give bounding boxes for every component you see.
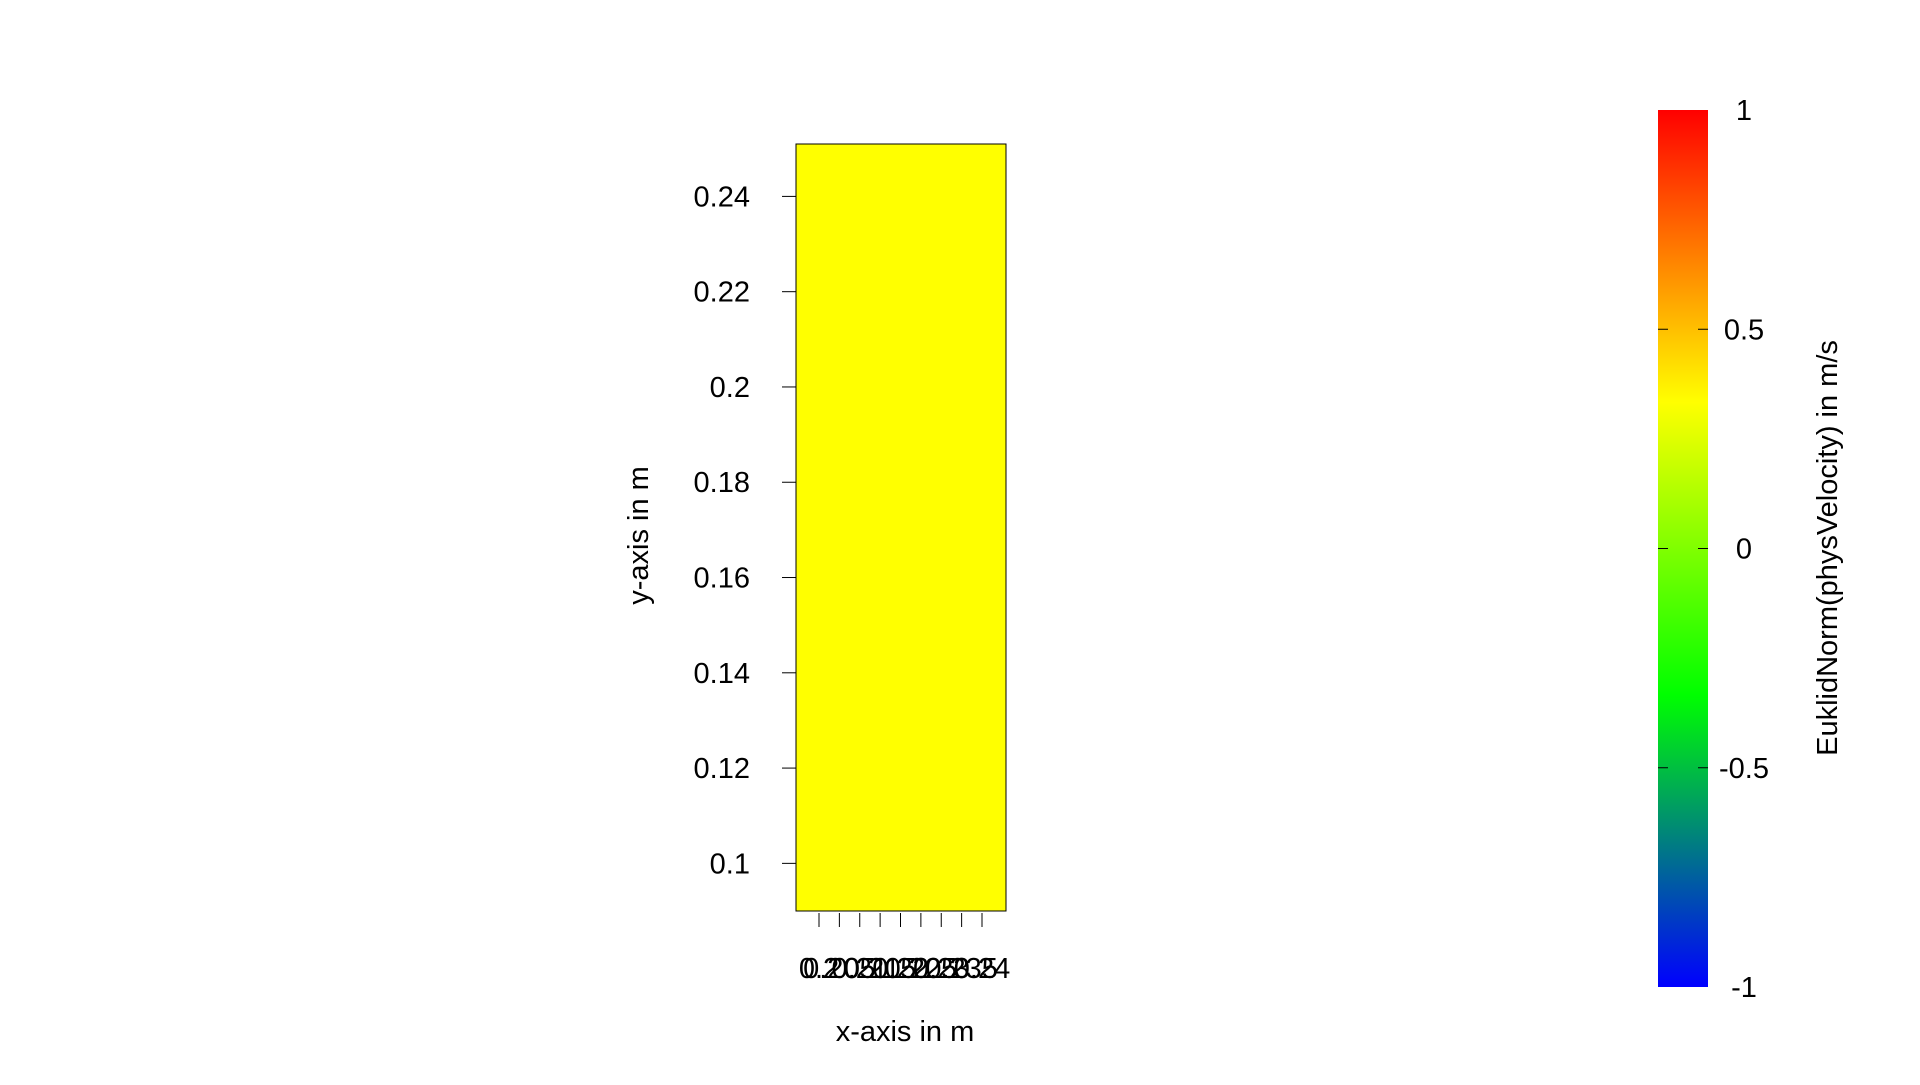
colorbar-tick-label: 1: [1736, 95, 1752, 127]
y-tick-label: 0.2: [710, 372, 750, 404]
colorbar-tick-label: 0.5: [1724, 314, 1764, 346]
colorbar-label: EuklidNorm(physVelocity) in m/s: [1812, 340, 1844, 756]
plot-area: 0.10.120.140.160.180.20.220.24 0.20.2050…: [623, 143, 1010, 1048]
x-tick-label: 0.23: [913, 953, 969, 985]
x-tick-label: 0.235: [925, 953, 998, 985]
y-tick-label: 0.14: [694, 658, 750, 690]
heatmap-field: [795, 143, 1007, 912]
y-axis-label: y-axis in m: [623, 466, 655, 605]
x-tick-label: 0.215: [844, 953, 917, 985]
y-tick-label: 0.16: [694, 563, 750, 595]
x-tick-label: 0.22: [872, 953, 928, 985]
y-tick-label: 0.22: [694, 277, 750, 309]
x-axis-label: x-axis in m: [836, 1016, 975, 1048]
y-tick-label: 0.24: [694, 181, 750, 213]
colorbar-ticks: -1 -0.5 0 0.5 1: [1658, 95, 1769, 1004]
colorbar: -1 -0.5 0 0.5 1 EuklidNorm(physVelocity) in …: [1658, 95, 1844, 1004]
x-tick-label: 0.205: [803, 953, 876, 985]
x-tick-label: 0.21: [832, 953, 888, 985]
x-tick-label: 0.2: [799, 953, 839, 985]
y-tick-label: 0.1: [710, 848, 750, 880]
colorbar-tick-label: -0.5: [1719, 753, 1769, 785]
colorbar-tick-label: 0: [1736, 534, 1752, 566]
y-axis-ticks: 0.1 0.12 0.14 0.16 0.18 0.2 0.22 0.24: [694, 181, 796, 880]
colorbar-tick-label: -1: [1731, 972, 1757, 1004]
x-tick-label: 0.24: [954, 953, 1010, 985]
y-tick-label: 0.18: [694, 467, 750, 499]
x-tick-label: 0.225: [885, 953, 958, 985]
y-tick-label: 0.12: [694, 753, 750, 785]
